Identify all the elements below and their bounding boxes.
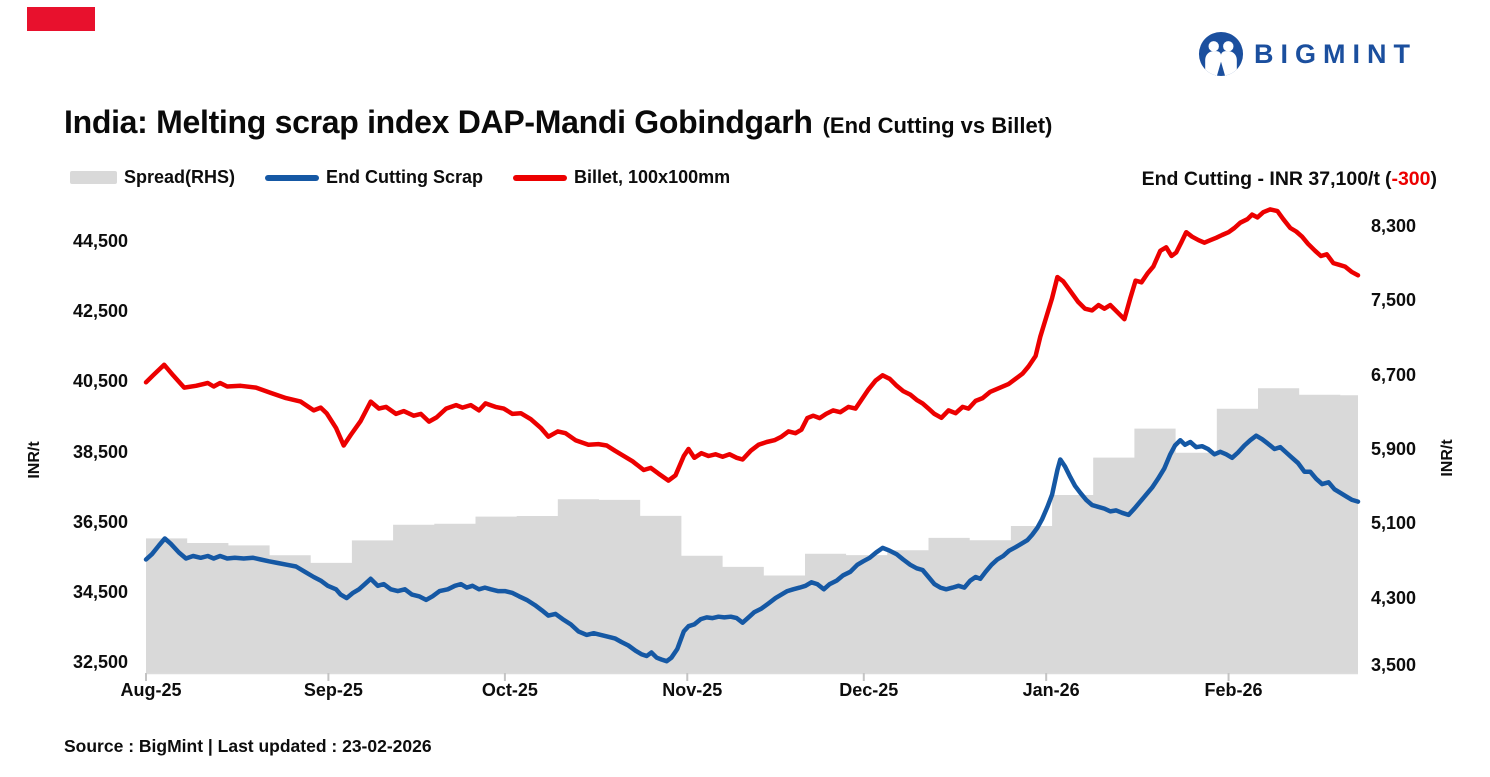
left-tick-label: 38,500	[72, 441, 128, 462]
x-tick-label: Feb-26	[1204, 680, 1263, 700]
right-tick-label: 5,900	[1371, 439, 1417, 459]
annotation-open-paren: (	[1384, 168, 1392, 190]
legend-item-end-cutting-scrap: End Cutting Scrap	[265, 167, 483, 188]
chart-title: India: Melting scrap index DAP-Mandi Gob…	[64, 104, 813, 140]
legend-label: End Cutting Scrap	[326, 167, 484, 187]
left-tick-label: 42,500	[72, 301, 128, 322]
bigmint-logo-text: BIGMINT	[1254, 38, 1417, 69]
legend: Spread(RHS) End Cutting Scrap Billet, 100x…	[70, 167, 730, 188]
legend-swatch	[265, 174, 320, 181]
annotation-text: End Cutting - INR 37,100/t	[1141, 168, 1380, 190]
legend-label: Spread(RHS)	[124, 167, 236, 187]
x-tick-label: Nov-25	[662, 680, 723, 700]
left-tick-label: 32,500	[72, 652, 128, 672]
right-tick-label: 3,500	[1371, 655, 1417, 675]
bigmint-logo: BIGMINT	[1198, 30, 1417, 78]
bigmint-logo-icon	[1198, 31, 1244, 77]
annotation-change-value: -300	[1391, 168, 1431, 190]
x-tick-label: Aug-25	[120, 680, 182, 700]
legend-item-spread-rhs-: Spread(RHS)	[70, 167, 235, 188]
x-tick-label: Sep-25	[303, 680, 363, 700]
x-tick-label: Dec-25	[839, 680, 899, 700]
brand-badge	[27, 7, 95, 31]
right-axis-unit: INR/t	[1439, 439, 1456, 477]
chart-title-row: India: Melting scrap index DAP-Mandi Gob…	[64, 104, 1052, 141]
source-note: Source : BigMint | Last updated : 23-02-…	[64, 736, 432, 756]
right-tick-label: 4,300	[1371, 587, 1417, 608]
annotation-close-paren: )	[1430, 168, 1438, 190]
left-tick-label: 40,500	[72, 371, 128, 392]
legend-label: Billet, 100x100mm	[574, 167, 731, 187]
legend-swatch	[513, 174, 568, 181]
right-tick-label: 6,700	[1371, 364, 1417, 385]
billet-line	[143, 207, 1361, 483]
right-tick-label: 7,500	[1371, 290, 1417, 311]
right-tick-label: 8,300	[1371, 216, 1417, 236]
chart-subtitle: (End Cutting vs Billet)	[822, 113, 1053, 138]
right-tick-label: 5,100	[1371, 513, 1417, 534]
left-tick-label: 36,500	[72, 511, 128, 532]
legend-item-billet-100x100mm: Billet, 100x100mm	[513, 167, 730, 188]
spread-area	[146, 388, 1358, 673]
legend-swatch	[70, 171, 117, 184]
end-cutting-line	[143, 433, 1361, 664]
left-tick-label: 34,500	[72, 581, 128, 602]
x-tick-label: Oct-25	[481, 680, 538, 700]
latest-price-annotation: End Cutting - INR 37,100/t (-300)	[1142, 168, 1437, 191]
x-tick-label: Jan-26	[1022, 680, 1080, 700]
left-tick-label: 44,500	[72, 231, 128, 251]
